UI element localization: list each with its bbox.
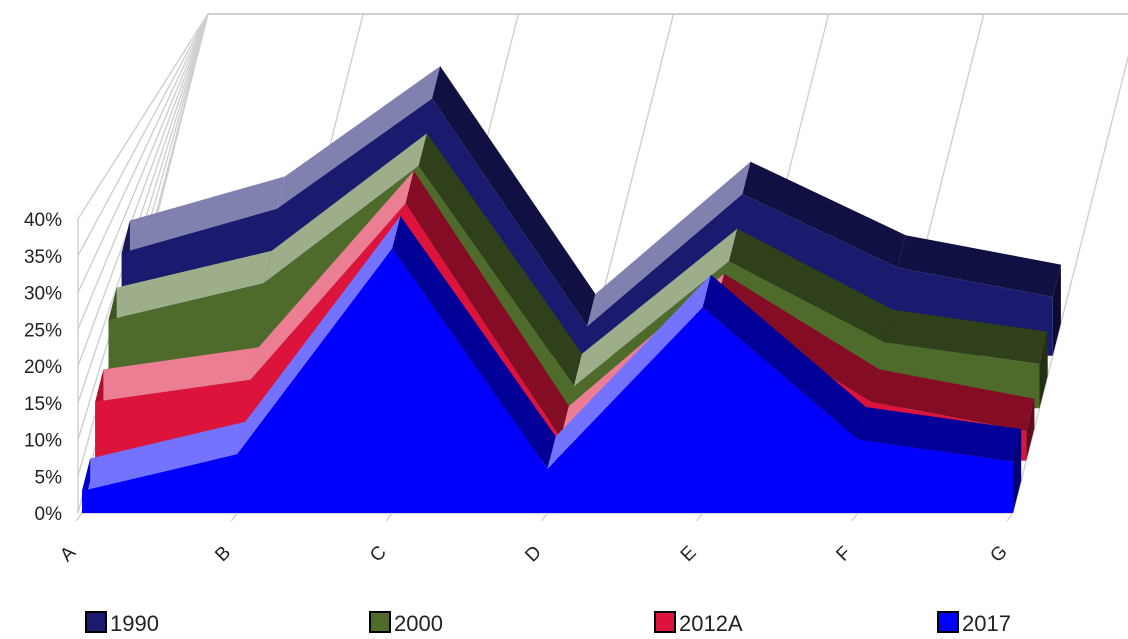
series-1990-top-C — [432, 66, 596, 327]
series-2000-top-A — [108, 250, 272, 320]
y-tick-label: 30% — [24, 284, 62, 305]
series-layer — [82, 66, 1061, 513]
series-1990-top-A — [121, 176, 285, 253]
legend-swatch — [369, 611, 391, 633]
legend-swatch — [654, 611, 676, 633]
series-1990-top-B — [276, 66, 441, 209]
x-tick-label: G — [986, 541, 1011, 566]
side-wall-gridline — [77, 13, 209, 367]
x-tick-mark — [540, 512, 549, 522]
y-tick-label: 10% — [24, 431, 62, 452]
series-2000-right-cap — [1039, 331, 1048, 409]
series-2012A-right-cap — [1026, 398, 1035, 461]
x-tick-label: F — [832, 543, 855, 566]
series-2012A-top-B — [250, 170, 414, 380]
legend-item-2017: 2017 — [937, 611, 1011, 636]
legend-item-1990: 1990 — [85, 611, 159, 636]
legend-label: 2012A — [679, 611, 743, 636]
x-tick-label: D — [521, 542, 546, 567]
series-2000-top-E — [729, 228, 893, 343]
series-2000-top-C — [418, 133, 583, 387]
x-tick-mark — [75, 512, 83, 522]
x-tick-mark — [385, 512, 393, 522]
x-axis: A B C D E F G — [56, 512, 1014, 567]
side-wall-gridline — [77, 13, 209, 330]
series-2012A-top-E — [715, 273, 880, 402]
y-tick-label: 0% — [35, 504, 63, 525]
y-tick-label: 40% — [24, 210, 62, 231]
y-axis: 0% 5% 10% 15% 20% 25% 30% 35% 40% — [24, 210, 62, 525]
y-tick-label: 35% — [24, 247, 62, 268]
x-tick-mark — [696, 512, 704, 522]
series-2012A-top-F — [871, 369, 1035, 432]
x-tick-label: C — [366, 542, 391, 567]
x-tick-mark — [851, 512, 859, 522]
x-tick-mark — [230, 512, 238, 522]
series-2017-top-F — [857, 407, 1022, 462]
series-2017-top-D — [547, 274, 711, 469]
x-tick-label: E — [677, 542, 701, 566]
y-tick-label: 15% — [24, 394, 62, 415]
series-2017 — [82, 216, 1022, 513]
series-2000-top-B — [263, 133, 427, 284]
series-1990-top-E — [742, 161, 906, 268]
series-2017-top-E — [702, 274, 866, 440]
x-tick-label: A — [56, 542, 80, 566]
legend-label: 1990 — [110, 611, 159, 636]
x-tick-mark — [1006, 512, 1014, 522]
series-2017-area — [82, 248, 1013, 513]
series-2000-top-F — [884, 309, 1048, 365]
series-1990-top-F — [897, 235, 1061, 297]
legend-label: 2000 — [394, 611, 443, 636]
y-tick-label: 25% — [24, 320, 62, 341]
series-2017-top-B — [237, 216, 401, 455]
y-tick-label: 20% — [24, 357, 62, 378]
legend-item-2012A: 2012A — [654, 611, 743, 636]
x-tick-label: B — [211, 542, 235, 566]
y-tick-label: 5% — [35, 467, 63, 488]
series-2000-top-D — [574, 228, 738, 387]
series-2012A-top-C — [405, 170, 569, 439]
legend-label: 2017 — [962, 611, 1011, 636]
series-1990-right-cap — [1052, 264, 1061, 356]
series-1990-top-D — [587, 161, 751, 327]
legend: 1990 2000 2012A 2017 — [85, 611, 1011, 636]
legend-swatch — [937, 611, 959, 633]
legend-swatch — [85, 611, 107, 633]
floor-gridline — [1012, 54, 1128, 514]
series-2017-right-cap — [1013, 429, 1022, 513]
series-2017-top-A — [82, 421, 246, 491]
legend-item-2000: 2000 — [369, 611, 443, 636]
side-wall-gridline — [77, 13, 209, 293]
series-2012A-top-A — [95, 347, 259, 402]
series-2017-top-C — [392, 216, 556, 469]
side-wall-gridline — [77, 13, 209, 403]
side-wall-gridline — [77, 13, 209, 257]
side-wall-gridline — [77, 13, 209, 220]
